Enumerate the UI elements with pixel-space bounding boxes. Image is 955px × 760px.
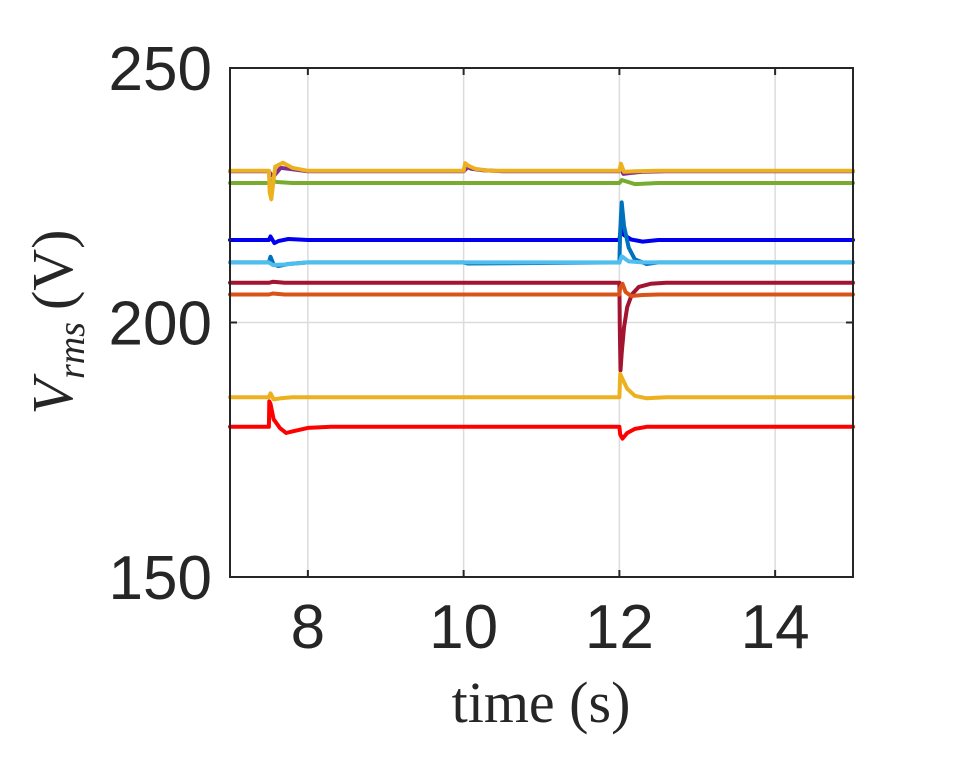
series-line-3 <box>228 160 855 202</box>
series-line-9 <box>228 371 855 402</box>
y-tick-labels: 150 200 250 <box>109 35 212 613</box>
x-tick-label: 12 <box>585 593 654 662</box>
y-axis-label-base: V <box>20 372 85 414</box>
y-tick-label: 150 <box>109 544 212 613</box>
series-line-4 <box>228 226 855 246</box>
series-group <box>228 160 855 441</box>
y-axis-label-unit: (V) <box>20 230 85 311</box>
x-tick-label: 14 <box>741 593 810 662</box>
series-line-8 <box>228 281 855 298</box>
x-tick-label: 10 <box>429 593 498 662</box>
series-line-6 <box>228 254 855 267</box>
x-tick-label: 8 <box>291 593 325 662</box>
y-axis-label-subscript: rms <box>51 322 93 379</box>
y-axis-label: Vrms (V) <box>20 230 93 415</box>
y-tick-label: 200 <box>109 290 212 359</box>
tick-marks <box>230 67 853 578</box>
y-tick-label: 250 <box>109 35 212 104</box>
x-tick-labels: 8 10 12 14 <box>291 593 810 662</box>
series-line-10 <box>228 399 855 441</box>
series-line-7 <box>228 279 855 373</box>
x-axis-label: time (s) <box>452 670 631 735</box>
